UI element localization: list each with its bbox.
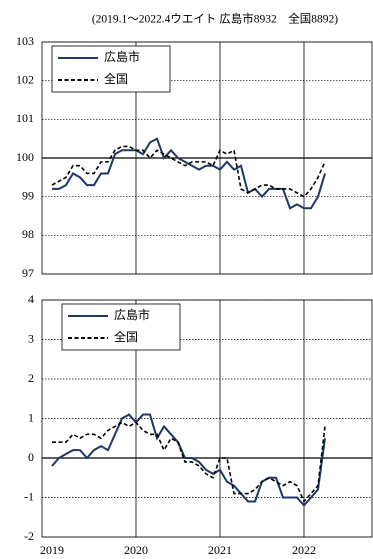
chart-subtitle: (2019.1～2022.4ウエイト 広島市8932 全国8892) [92,12,338,26]
y-tick-label: 1 [28,410,34,424]
y-tick-label: 97 [22,266,34,280]
y-tick-label: 101 [16,111,34,125]
y-tick-label: 102 [16,72,34,86]
y-tick-label: 100 [16,150,34,164]
y-tick-label: 4 [28,292,34,306]
x-tick-label: 2021 [208,543,232,557]
y-tick-label: 99 [22,188,34,202]
series-line [51,413,326,507]
x-tick-label: 2022 [292,543,316,557]
legend-label: 全国 [104,71,128,86]
legend-box [61,303,181,351]
y-tick-label: 98 [22,227,34,241]
y-tick-label: 0 [28,450,34,464]
series-line [52,421,326,503]
legend-label: 広島市 [104,49,140,64]
y-tick-label: -2 [24,529,34,543]
plot-frame [41,41,373,275]
plot-frame [41,299,373,538]
x-tick-label: 2020 [124,543,148,557]
y-tick-label: 103 [16,34,34,48]
legend-label: 広島市 [114,307,150,322]
series-line [51,145,326,198]
y-tick-label: 2 [28,371,34,385]
x-tick-label: 2019 [40,543,64,557]
y-tick-label: 3 [28,331,34,345]
y-tick-label: -1 [24,489,34,503]
legend-label: 全国 [114,329,138,344]
legend-box [51,45,171,93]
